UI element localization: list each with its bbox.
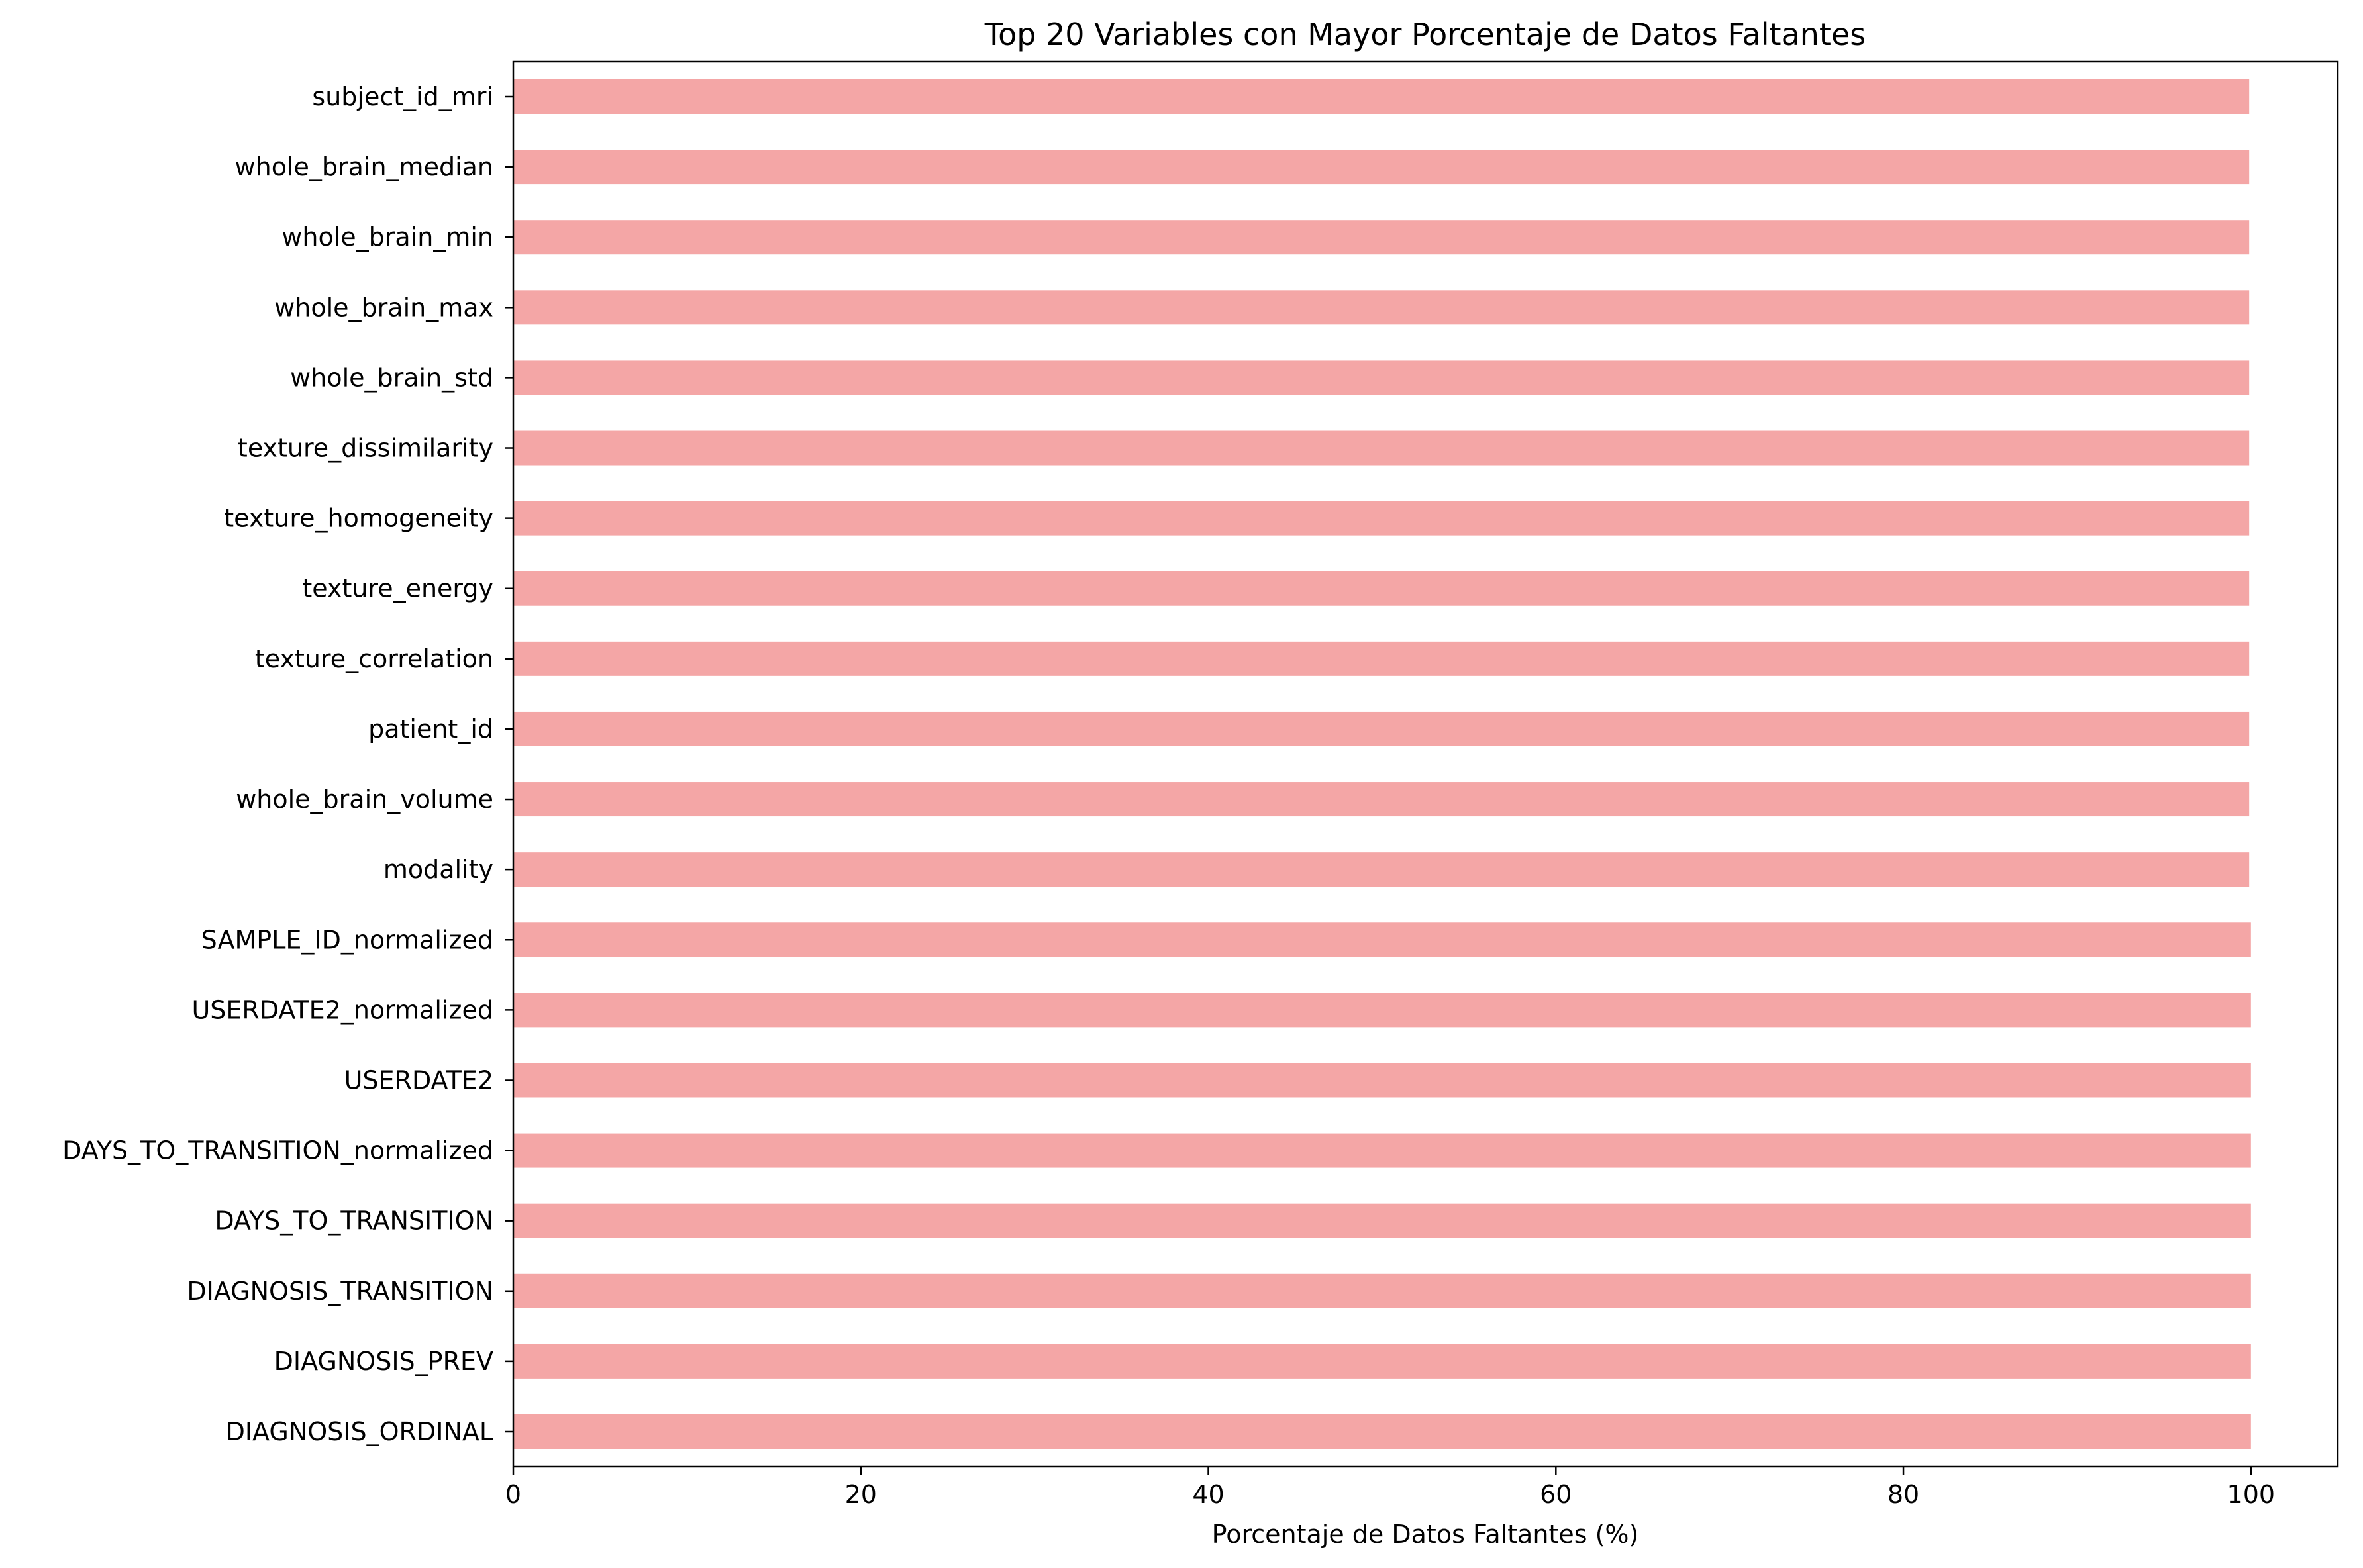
y-axis-ticks: subject_id_mri whole_brain_median whole_br… bbox=[62, 82, 513, 1446]
x-tick-label: 20 bbox=[845, 1480, 877, 1509]
y-tick-label: SAMPLE_ID_normalized bbox=[201, 925, 493, 954]
y-tick-label: patient_id bbox=[368, 714, 493, 744]
bar-SAMPLE_ID_normalized bbox=[513, 922, 2251, 957]
bars-group bbox=[513, 79, 2251, 1449]
bar-patient_id bbox=[513, 711, 2250, 746]
bar-USERDATE2_normalized bbox=[513, 993, 2251, 1028]
bar-texture_correlation bbox=[513, 641, 2250, 676]
y-tick-label: subject_id_mri bbox=[312, 82, 493, 111]
bar-texture_energy bbox=[513, 571, 2250, 606]
bar-DIAGNOSIS_TRANSITION bbox=[513, 1273, 2251, 1308]
y-tick-label: DIAGNOSIS_TRANSITION bbox=[187, 1277, 493, 1306]
y-tick-label: DAYS_TO_TRANSITION_normalized bbox=[62, 1136, 493, 1165]
y-tick-label: texture_dissimilarity bbox=[238, 434, 493, 463]
bar-texture_dissimilarity bbox=[513, 430, 2250, 466]
bar-whole_brain_volume bbox=[513, 782, 2250, 817]
y-tick-label: USERDATE2 bbox=[344, 1065, 493, 1095]
x-tick-label: 80 bbox=[1887, 1480, 1919, 1509]
x-tick-label: 40 bbox=[1192, 1480, 1224, 1509]
x-axis-ticks: 0 20 40 60 80 100 bbox=[505, 1467, 2275, 1509]
plot-area-frame bbox=[512, 60, 2339, 1468]
chart-title: Top 20 Variables con Mayor Porcentaje de… bbox=[984, 17, 1866, 52]
x-tick-label: 100 bbox=[2227, 1480, 2276, 1509]
x-axis-label: Porcentaje de Datos Faltantes (%) bbox=[1212, 1520, 1639, 1549]
y-tick-label: texture_homogeneity bbox=[224, 504, 493, 533]
y-tick-label: whole_brain_std bbox=[290, 363, 493, 392]
y-tick-label: USERDATE2_normalized bbox=[191, 995, 493, 1024]
bar-DAYS_TO_TRANSITION_normalized bbox=[513, 1133, 2251, 1168]
bar-modality bbox=[513, 852, 2250, 887]
y-tick-label: whole_brain_max bbox=[274, 293, 493, 322]
bar-whole_brain_min bbox=[513, 220, 2250, 255]
y-tick-label: whole_brain_median bbox=[235, 152, 493, 181]
y-tick-label: DAYS_TO_TRANSITION bbox=[215, 1206, 493, 1236]
y-tick-label: DIAGNOSIS_PREV bbox=[274, 1347, 493, 1376]
bar-subject_id_mri bbox=[513, 79, 2250, 114]
bar-whole_brain_max bbox=[513, 290, 2250, 325]
y-tick-label: whole_brain_volume bbox=[236, 785, 493, 814]
y-tick-label: texture_energy bbox=[302, 574, 493, 603]
bar-USERDATE2 bbox=[513, 1063, 2251, 1098]
bar-whole_brain_std bbox=[513, 360, 2250, 395]
y-tick-label: modality bbox=[383, 855, 493, 884]
y-tick-label: DIAGNOSIS_ORDINAL bbox=[226, 1417, 493, 1446]
bar-DIAGNOSIS_PREV bbox=[513, 1344, 2251, 1379]
y-tick-label: texture_correlation bbox=[255, 644, 493, 673]
x-tick-label: 0 bbox=[505, 1480, 521, 1509]
x-tick-label: 60 bbox=[1540, 1480, 1572, 1509]
bar-whole_brain_median bbox=[513, 150, 2250, 185]
bar-DAYS_TO_TRANSITION bbox=[513, 1203, 2251, 1238]
y-tick-label: whole_brain_min bbox=[281, 222, 493, 252]
bar-DIAGNOSIS_ORDINAL bbox=[513, 1414, 2251, 1449]
bar-texture_homogeneity bbox=[513, 501, 2250, 536]
